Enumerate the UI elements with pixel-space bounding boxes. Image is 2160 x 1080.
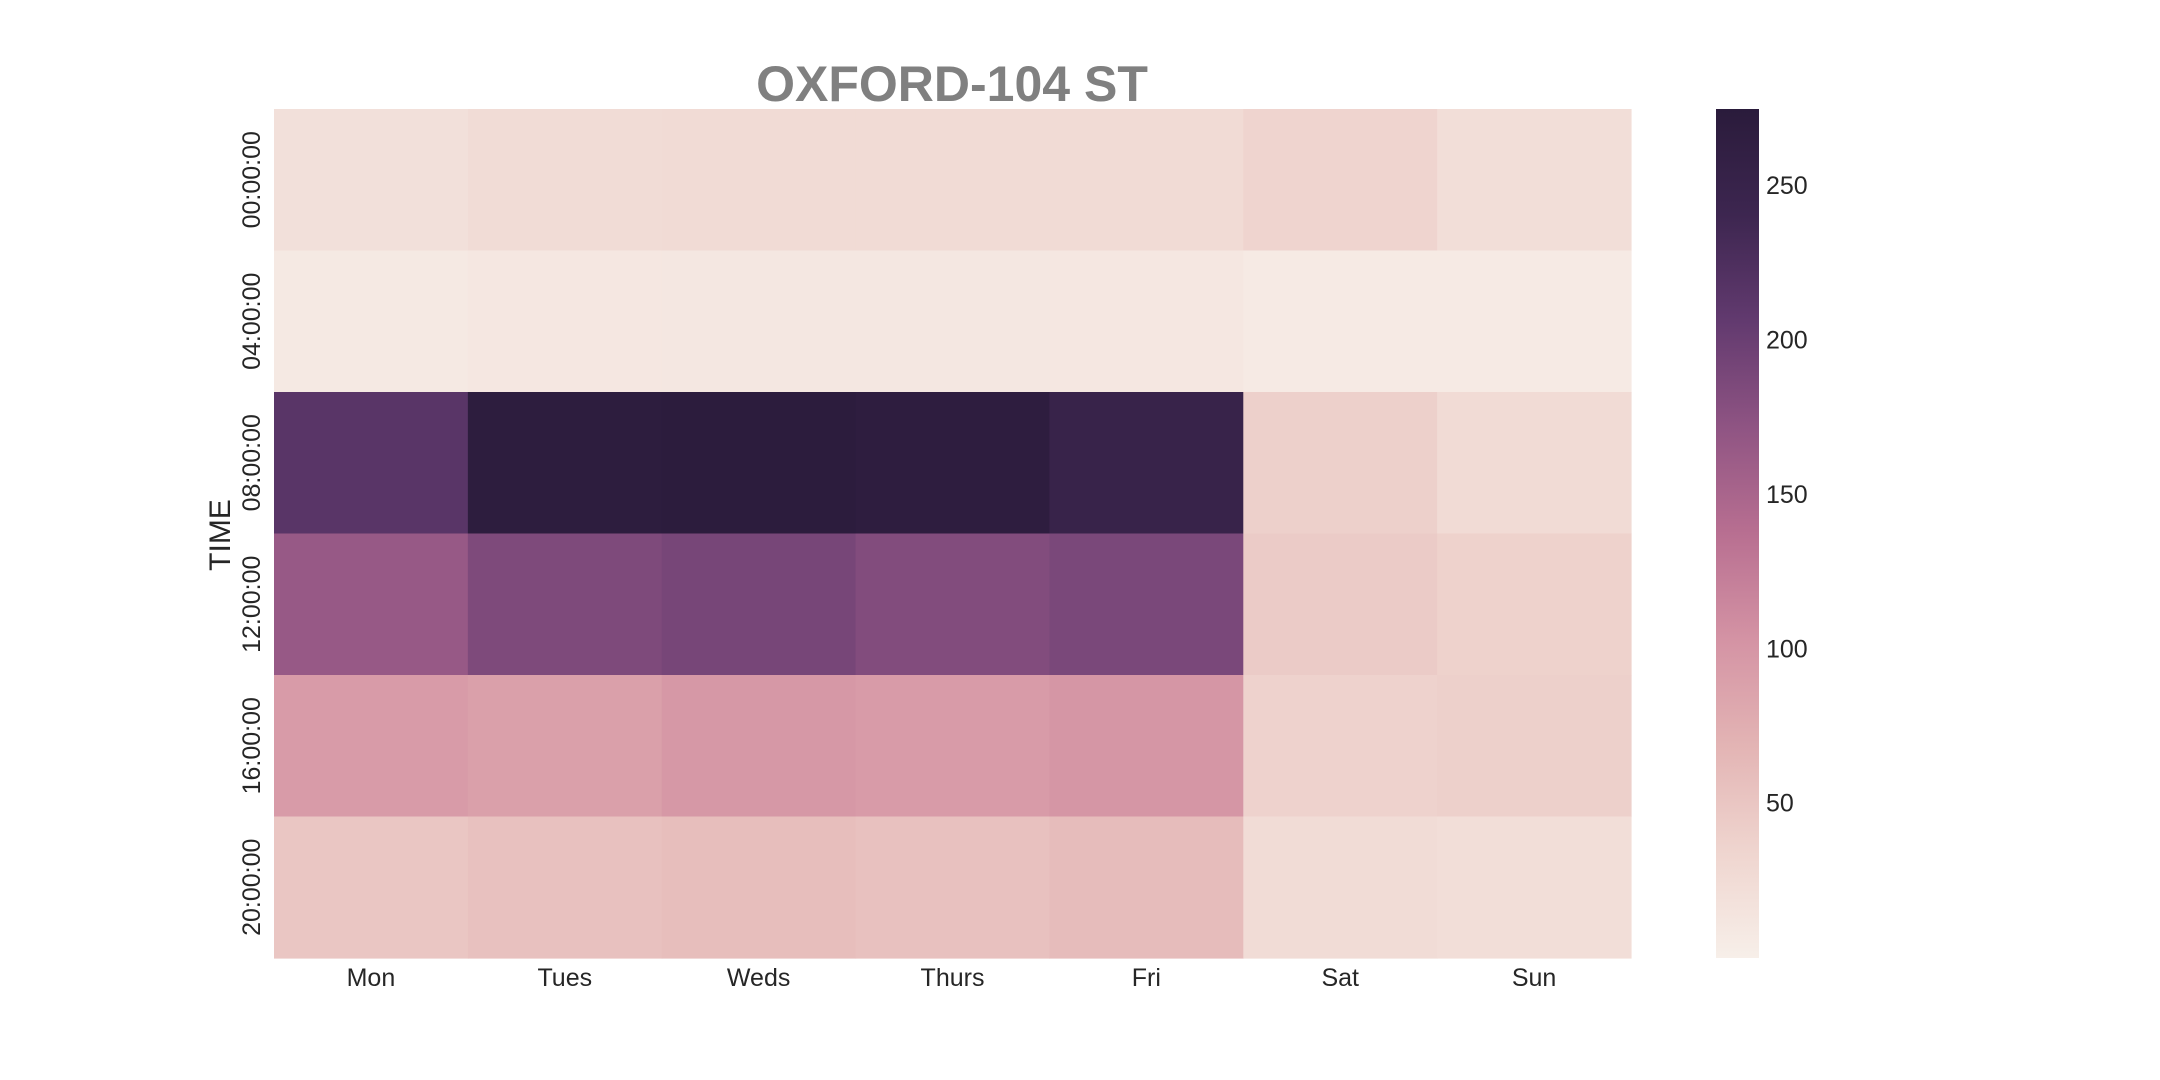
chart-title: OXFORD-104 ST — [756, 56, 1148, 112]
heatmap-cell — [467, 109, 663, 252]
heatmap-cell — [1437, 250, 1632, 393]
heatmap-cell — [661, 250, 857, 393]
colorbar-tick-label: 50 — [1766, 790, 1794, 818]
heatmap-cell — [274, 533, 469, 676]
heatmap-cell — [1049, 250, 1244, 393]
x-tick-label: Mon — [347, 964, 396, 992]
y-tick-label: 00:00:00 — [238, 131, 266, 228]
heatmap-cells — [274, 109, 1632, 959]
heatmap-cell — [1243, 533, 1438, 676]
y-axis-label: TIME — [204, 499, 237, 571]
heatmap-cell — [855, 392, 1051, 535]
heatmap-cell — [661, 109, 857, 252]
heatmap-cell — [661, 816, 857, 959]
heatmap-cell — [274, 675, 469, 818]
x-tick-label: Weds — [727, 964, 790, 992]
heatmap-cell — [1049, 816, 1244, 959]
y-tick-label: 08:00:00 — [238, 414, 266, 511]
heatmap-cell — [467, 675, 663, 818]
heatmap-cell — [855, 109, 1051, 252]
heatmap-cell — [274, 392, 469, 535]
colorbar-ticks: 50 100 150 200 250 — [1766, 172, 1808, 817]
heatmap-cell — [855, 533, 1051, 676]
heatmap-cell — [1437, 109, 1632, 252]
heatmap-cell — [1437, 816, 1632, 959]
heatmap-cell — [1049, 109, 1244, 252]
heatmap-cell — [1437, 675, 1632, 818]
heatmap-cell — [467, 250, 663, 393]
heatmap-cell — [1243, 675, 1438, 818]
heatmap-cell — [467, 392, 663, 535]
y-tick-label: 12:00:00 — [238, 556, 266, 653]
heatmap-cell — [661, 392, 857, 535]
y-tick-label: 04:00:00 — [238, 273, 266, 370]
colorbar-tick-label: 100 — [1766, 635, 1808, 663]
heatmap-cell — [1243, 109, 1438, 252]
x-tick-label: Sun — [1512, 964, 1556, 992]
heatmap-cell — [1243, 250, 1438, 393]
heatmap-cell — [1049, 392, 1244, 535]
heatmap-cell — [467, 533, 663, 676]
heatmap-cell — [1049, 533, 1244, 676]
heatmap-cell — [274, 816, 469, 959]
y-tick-label: 16:00:00 — [238, 697, 266, 794]
x-tick-label: Tues — [537, 964, 592, 992]
colorbar-tick-label: 200 — [1766, 327, 1808, 355]
heatmap-cell — [274, 109, 469, 252]
colorbar-tick-label: 150 — [1766, 481, 1808, 509]
colorbar-tick-label: 250 — [1766, 172, 1808, 200]
x-tick-label: Sat — [1321, 964, 1359, 992]
x-tick-label: Fri — [1132, 964, 1161, 992]
heatmap-cell — [1437, 392, 1632, 535]
y-tick-label: 20:00:00 — [238, 839, 266, 936]
y-tick-labels: 00:00:00 04:00:00 08:00:00 12:00:00 16:00:00… — [238, 131, 266, 936]
x-tick-labels: Mon Tues Weds Thurs Fri Sat Sun — [347, 964, 1557, 992]
heatmap-cell — [1243, 392, 1438, 535]
heatmap-cell — [661, 675, 857, 818]
heatmap-cell — [661, 533, 857, 676]
heatmap-cell — [855, 816, 1051, 959]
heatmap-cell — [467, 816, 663, 959]
heatmap-cell — [1437, 533, 1632, 676]
heatmap-cell — [1049, 675, 1244, 818]
heatmap-cell — [855, 250, 1051, 393]
heatmap-cell — [1243, 816, 1438, 959]
heatmap-cell — [855, 675, 1051, 818]
x-tick-label: Thurs — [921, 964, 985, 992]
heatmap-cell — [274, 250, 469, 393]
colorbar — [1716, 109, 1759, 958]
